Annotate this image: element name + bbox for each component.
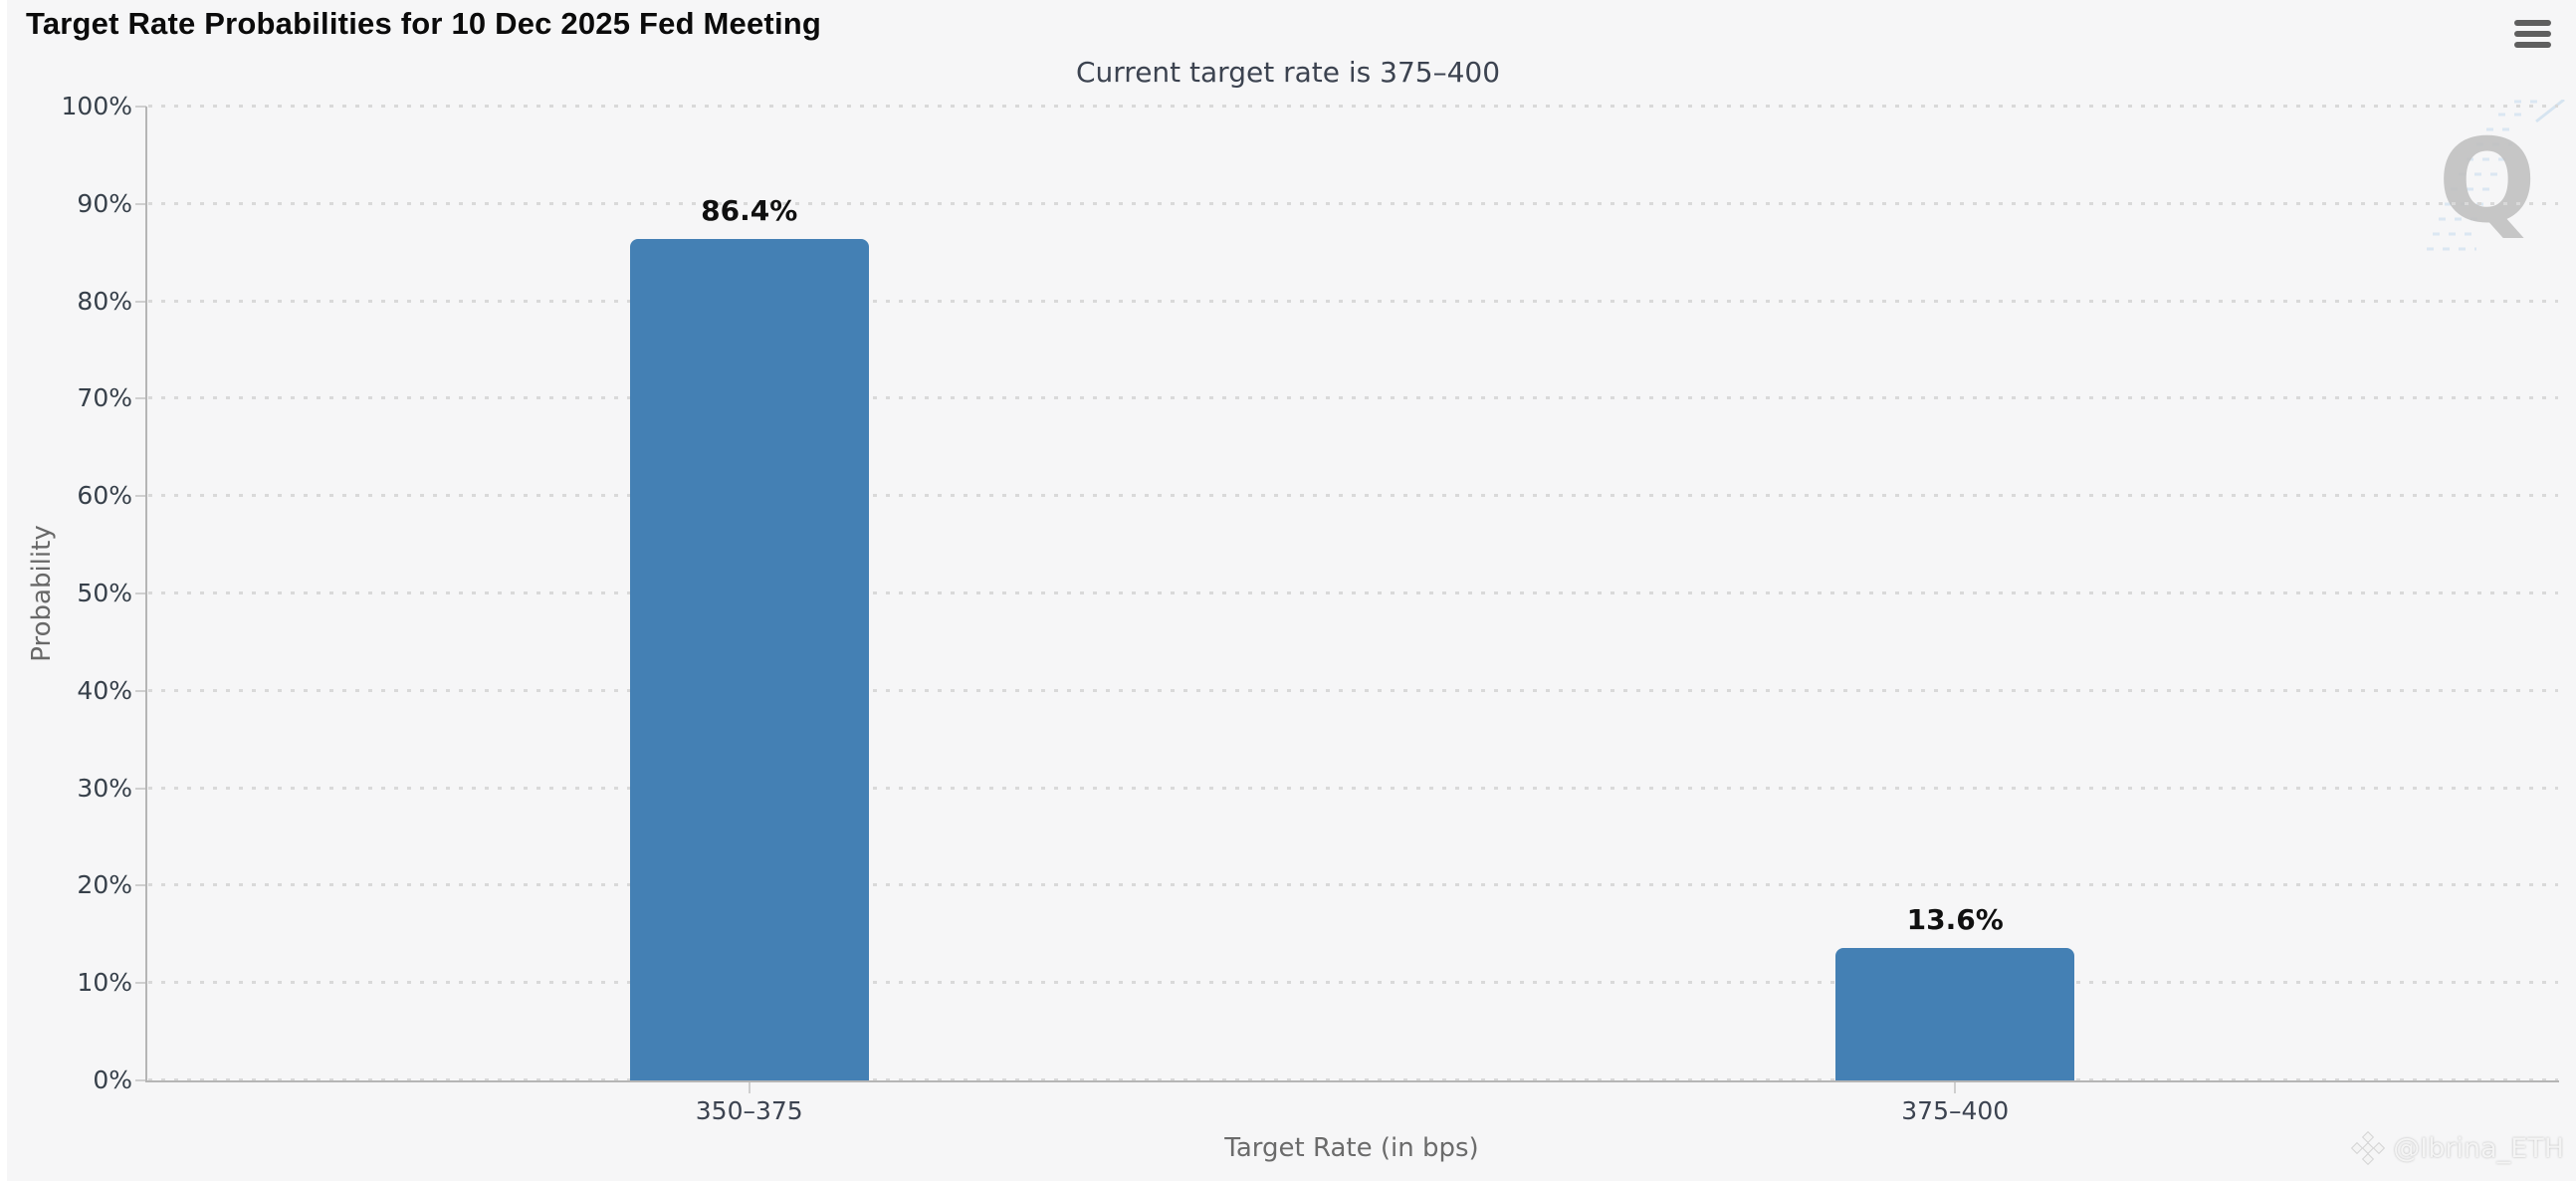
y-axis-title: Probability bbox=[27, 525, 57, 662]
y-tick-label: 90% bbox=[77, 188, 132, 218]
y-tick bbox=[135, 592, 146, 594]
chart-title: Target Rate Probabilities for 10 Dec 202… bbox=[26, 6, 822, 41]
y-gridline bbox=[148, 396, 2558, 400]
bar[interactable] bbox=[629, 239, 869, 1080]
y-tick bbox=[135, 787, 146, 790]
y-gridline bbox=[148, 299, 2558, 303]
y-gridline bbox=[148, 591, 2558, 594]
y-tick-label: 30% bbox=[77, 773, 132, 803]
y-tick-label: 20% bbox=[77, 870, 132, 900]
y-tick-label: 0% bbox=[93, 1065, 132, 1094]
y-gridline bbox=[148, 494, 2558, 498]
bar-value-label: 86.4% bbox=[701, 194, 798, 227]
y-tick-label: 10% bbox=[77, 968, 132, 998]
x-category-label: 350–375 bbox=[695, 1096, 803, 1125]
y-tick-label: 60% bbox=[77, 481, 132, 511]
y-tick bbox=[135, 397, 146, 400]
y-tick-label: 100% bbox=[61, 92, 132, 120]
y-gridline bbox=[148, 883, 2558, 887]
y-tick bbox=[135, 300, 146, 303]
y-tick-label: 80% bbox=[77, 286, 132, 316]
y-tick-label: 70% bbox=[77, 383, 132, 413]
y-gridline bbox=[148, 105, 2558, 108]
chart-subtitle: Current target rate is 375–400 bbox=[1075, 56, 1501, 89]
x-axis-line bbox=[145, 1080, 2559, 1082]
x-tick bbox=[1954, 1082, 1957, 1093]
x-tick bbox=[748, 1082, 751, 1093]
page-left-margin bbox=[0, 0, 7, 1181]
y-tick bbox=[135, 106, 146, 108]
y-tick-label: 40% bbox=[77, 675, 132, 705]
chart-menu-button[interactable] bbox=[2504, 10, 2560, 58]
y-gridline bbox=[148, 688, 2558, 692]
y-gridline bbox=[148, 786, 2558, 790]
y-tick bbox=[135, 202, 146, 205]
hamburger-icon bbox=[2513, 20, 2551, 48]
y-tick bbox=[135, 689, 146, 692]
y-gridline bbox=[148, 201, 2558, 205]
y-tick-label: 50% bbox=[77, 579, 132, 607]
bar[interactable] bbox=[1835, 947, 2075, 1080]
y-tick bbox=[135, 982, 146, 985]
y-gridline bbox=[148, 1078, 2558, 1081]
y-tick bbox=[135, 495, 146, 498]
y-tick bbox=[135, 1079, 146, 1081]
x-category-label: 375–400 bbox=[1901, 1096, 2010, 1125]
y-tick bbox=[135, 884, 146, 887]
bar-value-label: 13.6% bbox=[1906, 902, 2004, 936]
x-axis-title: Target Rate (in bps) bbox=[1224, 1133, 1479, 1163]
y-axis-line bbox=[145, 107, 147, 1080]
y-gridline bbox=[148, 981, 2558, 985]
